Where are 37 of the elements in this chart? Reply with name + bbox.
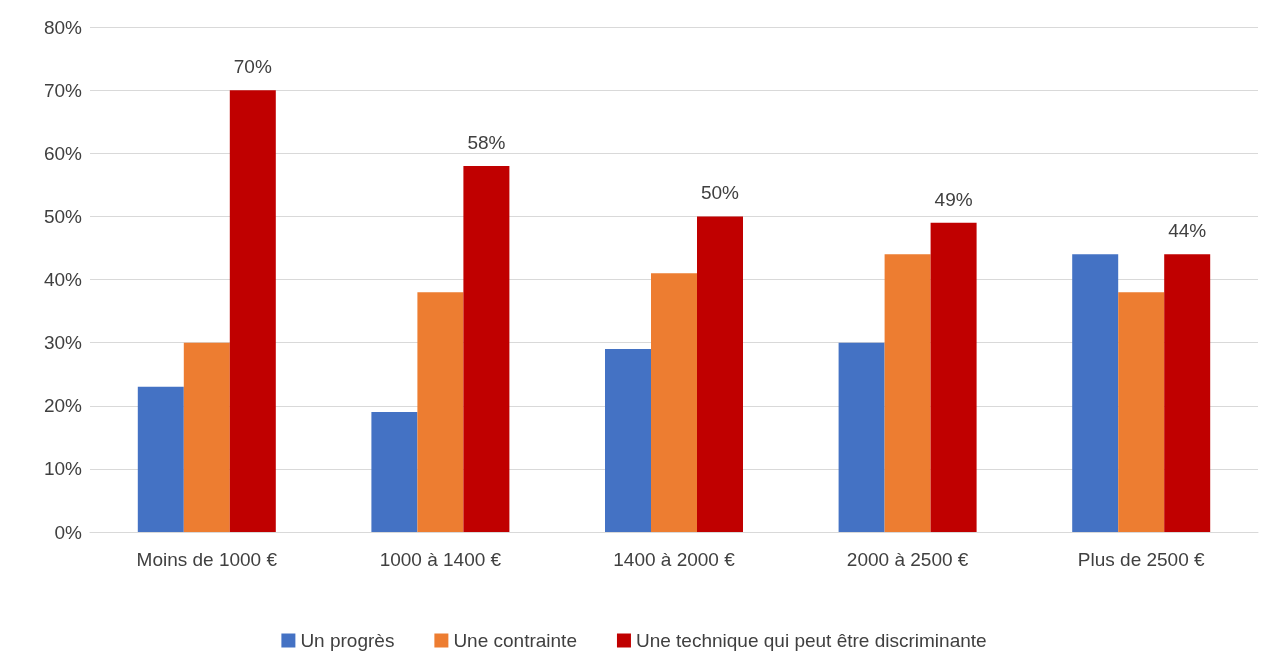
data-label: 58% [467, 131, 506, 153]
bar [137, 386, 184, 532]
y-tick-label: 40% [43, 269, 83, 290]
bar [605, 348, 651, 532]
data-label: 44% [1168, 220, 1207, 242]
x-tick-label: Plus de 2500 € [1077, 549, 1206, 570]
y-tick-label: 60% [43, 142, 83, 164]
y-tick-label: 80% [43, 16, 83, 38]
bar [1072, 254, 1119, 532]
bar [463, 165, 510, 532]
legend-label: Une contrainte [453, 630, 577, 651]
bar [371, 412, 418, 532]
y-tick-label: 50% [43, 205, 83, 227]
x-tick-label: 2000 à 2500 € [846, 549, 969, 570]
legend-label: Une technique qui peut être discriminante [635, 630, 987, 651]
bar [884, 254, 931, 532]
bar [1118, 292, 1165, 532]
x-tick-label: Moins de 1000 € [136, 549, 278, 570]
x-tick-label: 1000 à 1400 € [379, 549, 502, 570]
y-tick-label: 10% [43, 458, 83, 480]
bar [651, 273, 697, 532]
bar [417, 292, 464, 532]
data-label: 49% [934, 188, 973, 210]
y-tick-label: 20% [43, 395, 83, 417]
bar [930, 222, 977, 532]
bar [1164, 254, 1211, 532]
legend-label: Un progrès [300, 630, 395, 651]
bar [183, 342, 230, 532]
y-tick-label: 30% [43, 332, 83, 354]
data-label: 50% [700, 182, 740, 204]
y-tick-label: 70% [43, 79, 83, 101]
bar [838, 342, 885, 532]
bar [229, 90, 276, 532]
x-tick-label: 1400 à 2000 € [613, 549, 736, 570]
y-tick-label: 0% [54, 521, 83, 543]
data-label: 70% [233, 56, 272, 78]
bar [697, 216, 743, 532]
